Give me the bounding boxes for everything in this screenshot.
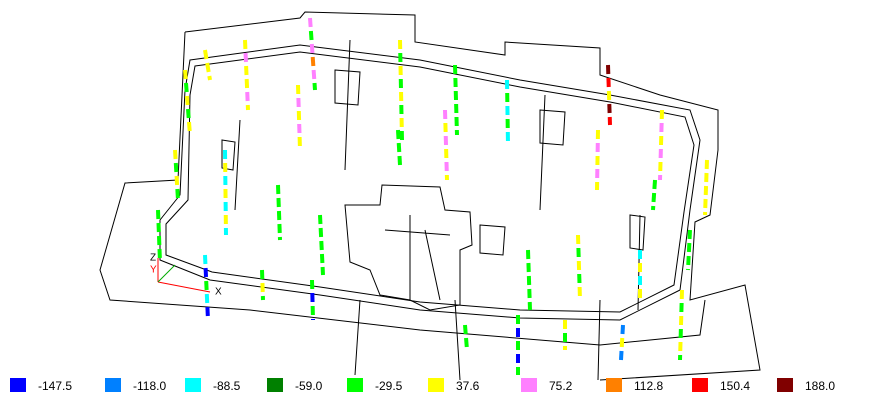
spikes: [235, 40, 640, 380]
legend-swatch: [10, 378, 26, 392]
legend-swatch: [347, 378, 363, 392]
legend-swatch: [777, 378, 793, 392]
wireframe: [100, 12, 760, 380]
column-segment: [399, 156, 400, 165]
inner-outline-2: [166, 52, 694, 312]
model-view: Z Y X -147.5 -118.0 -88.5 -59.0 -29.5 37.6 75.…: [0, 0, 876, 406]
column-segment: [622, 338, 623, 347]
column-segment: [176, 163, 177, 172]
column-segment: [175, 150, 176, 159]
column-segment: [465, 325, 466, 334]
column-segment: [466, 338, 467, 347]
legend-swatch: [105, 378, 121, 392]
legend-label: -147.5: [38, 379, 72, 393]
column-results: [158, 18, 707, 375]
column-segment: [654, 193, 655, 202]
legend-label: -29.5: [375, 379, 403, 393]
column-segment: [310, 18, 311, 27]
core-block: [345, 185, 472, 310]
column-segment: [654, 180, 655, 189]
legend-swatch: [428, 378, 444, 392]
legend-label: 150.4: [720, 379, 750, 393]
triad-x: [158, 282, 210, 292]
column-segment: [187, 96, 188, 105]
column-segment: [398, 130, 399, 139]
column-segment: [313, 57, 314, 66]
legend-swatch: [606, 378, 622, 392]
legend-label: 188.0: [805, 379, 835, 393]
column-segment: [314, 70, 315, 79]
column-segment: [189, 122, 190, 131]
legend-swatch: [267, 378, 283, 392]
legend-label: 37.6: [456, 379, 480, 393]
legend-label: -59.0: [295, 379, 323, 393]
column-segment: [186, 83, 187, 92]
legend-swatch: [692, 378, 708, 392]
triad-z-label: Z: [150, 253, 156, 264]
column-segment: [177, 189, 178, 198]
triad-x-label: X: [215, 287, 222, 298]
column-segment: [622, 325, 623, 334]
column-segment: [209, 76, 210, 80]
axis-triad: Z Y X: [150, 253, 222, 298]
legend-label: -118.0: [133, 379, 166, 393]
column-segment: [185, 70, 186, 79]
column-segment: [205, 50, 207, 59]
legend-label: -88.5: [213, 379, 241, 393]
triad-y-label: Y: [150, 265, 157, 276]
column-segment: [188, 109, 189, 118]
legend-swatch: [521, 378, 537, 392]
column-segment: [311, 31, 312, 40]
legend-label: 112.8: [634, 379, 663, 393]
legend: -147.5 -118.0 -88.5 -59.0 -29.5 37.6 75.2 112.8…: [10, 378, 835, 393]
triad-y: [158, 265, 175, 282]
column-segment: [399, 143, 400, 152]
legend-swatch: [185, 378, 201, 392]
building-outline: [100, 12, 760, 380]
inner-outline: [160, 45, 700, 320]
legend-label: 75.2: [549, 379, 573, 393]
column-segment: [621, 351, 622, 360]
column-segment: [177, 176, 178, 185]
column-segment: [207, 63, 209, 72]
column-segment: [312, 44, 313, 53]
